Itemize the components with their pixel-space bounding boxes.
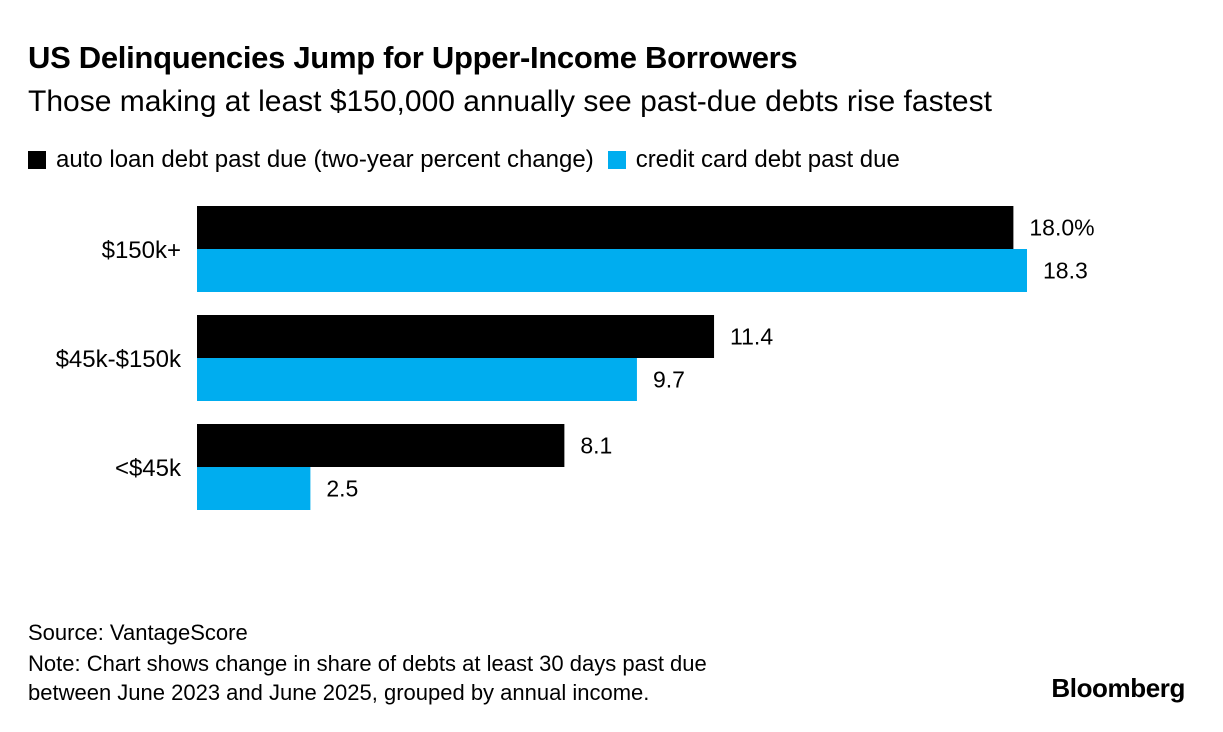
legend-label-auto-loan: auto loan debt past due (two-year percen… [56,146,594,173]
data-label-auto-loan-45k-150k: 11.4 [730,324,773,350]
data-label-credit-card-45k: 2.5 [326,476,358,502]
bar-credit-card-45k [197,467,311,510]
category-label-150k: $150k+ [102,237,181,264]
data-label-credit-card-45k-150k: 9.7 [653,367,685,393]
bar-chart: $150k+ 18.0% 18.3 $45k-$150k 11.4 9.7 <$45k 8.1… [56,206,1095,510]
chart-note-line-2: between June 2023 and June 2025, grouped… [28,680,650,705]
legend-item-credit-card: credit card debt past due [607,146,900,174]
data-label-auto-loan-150k: 18.0% [1029,215,1094,241]
bar-auto-loan-150k [197,206,1014,249]
source-note: Source: VantageScore [28,620,248,645]
chart-subtitle: Those making at least $150,000 annually … [28,85,992,118]
legend-label-credit-card: credit card debt past due [635,146,900,173]
legend-item-auto-loan: auto loan debt past due (two-year percen… [28,146,594,174]
bar-credit-card-150k [197,249,1027,292]
legend: auto loan debt past due (two-year percen… [28,146,914,174]
bar-auto-loan-45k-150k [197,315,715,358]
data-label-auto-loan-45k: 8.1 [580,433,612,459]
category-label-45k-150k: $45k-$150k [56,346,182,373]
bloomberg-logo: Bloomberg [1051,673,1185,703]
chart-title: US Delinquencies Jump for Upper-Income B… [28,40,798,75]
data-label-credit-card-150k: 18.3 [1043,258,1088,284]
legend-swatch-credit-card [607,151,626,169]
category-label-45k: <$45k [115,455,182,482]
bar-auto-loan-45k [197,424,565,467]
bar-credit-card-45k-150k [197,358,637,401]
legend-swatch-auto-loan [28,151,46,169]
chart-note-line-1: Note: Chart shows change in share of deb… [28,651,707,676]
